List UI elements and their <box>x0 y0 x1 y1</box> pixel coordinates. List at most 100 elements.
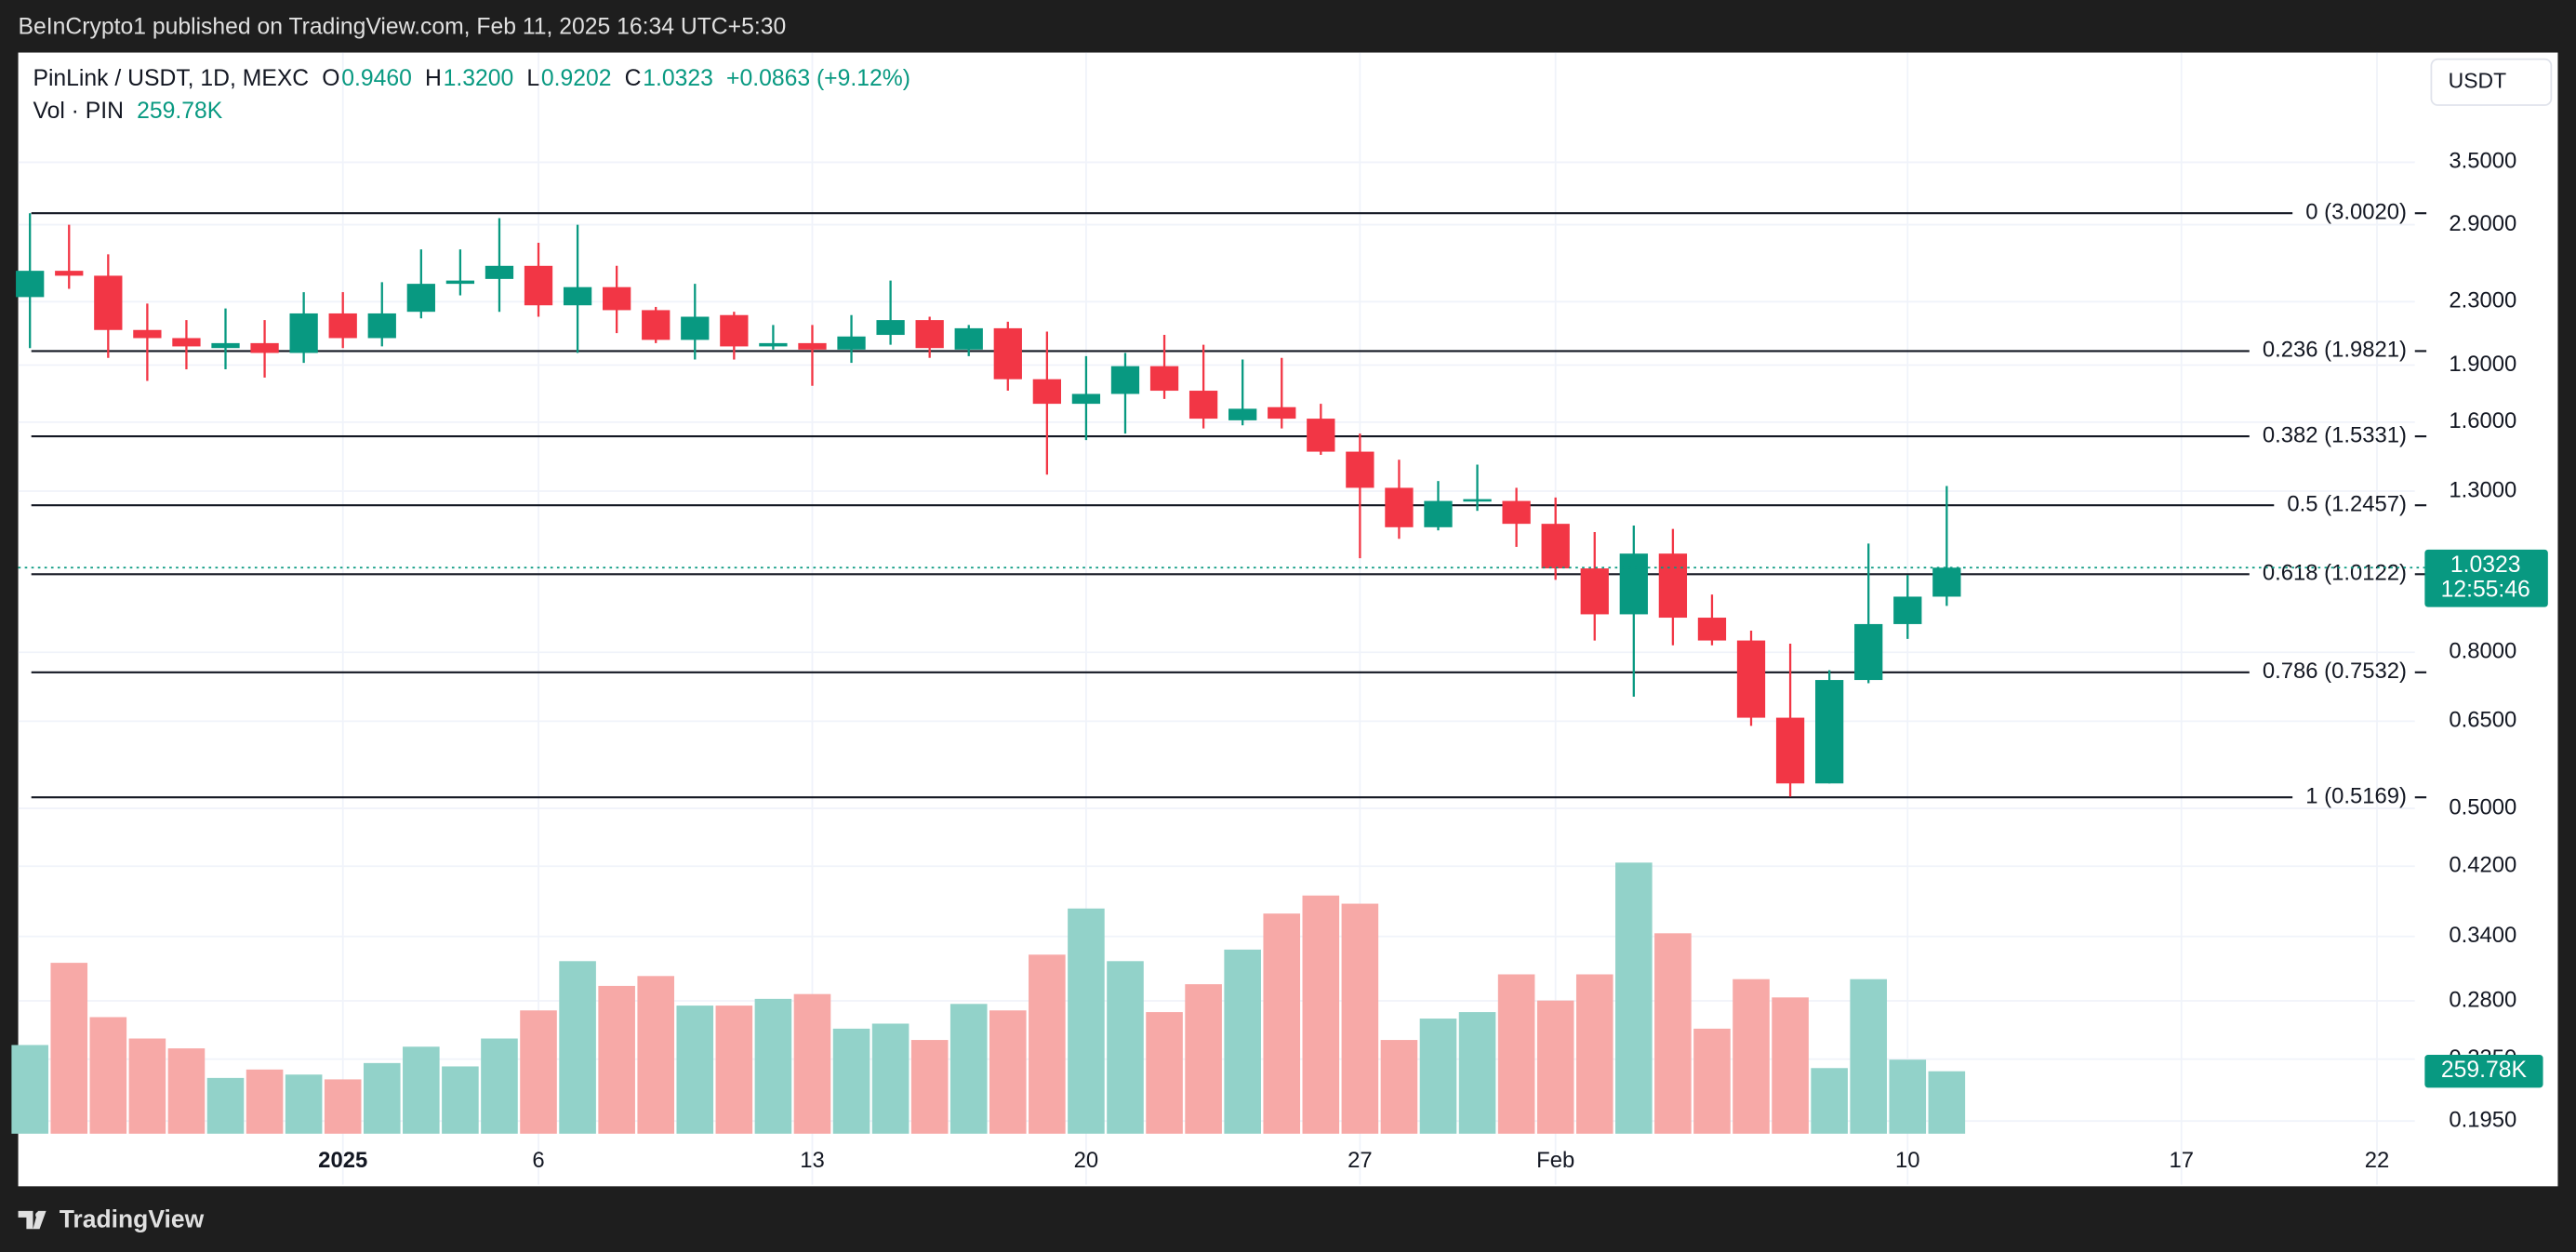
candle-body <box>1307 419 1335 452</box>
volume-bar <box>832 1028 870 1134</box>
candle-body <box>289 313 318 353</box>
currency-button[interactable] <box>2430 58 2553 106</box>
volume-bar <box>1654 933 1692 1134</box>
candle-body <box>1736 640 1766 718</box>
candle-body <box>876 320 905 336</box>
candle-body <box>1854 623 1883 681</box>
volume-bar <box>1380 1040 1418 1134</box>
price-badge-countdown: 12:55:46 <box>2441 578 2530 603</box>
publish-info: BeInCrypto1 published on TradingView.com… <box>19 15 787 40</box>
volume-bar <box>1497 974 1535 1134</box>
volume-badge-value: 259.78K <box>2441 1058 2528 1083</box>
volume-bar <box>520 1010 557 1134</box>
candle-body <box>172 338 201 347</box>
fib-label: 0.618 (1.0122) <box>2263 561 2407 586</box>
volume-bar <box>481 1038 518 1134</box>
volume-bar <box>793 993 831 1134</box>
candle-body <box>1541 524 1570 569</box>
x-tick-label: 2025 <box>318 1148 367 1173</box>
candle-body <box>1658 553 1688 619</box>
volume-bar <box>1419 1019 1457 1134</box>
volume-bar <box>676 1006 714 1134</box>
symbol: PinLink / USDT, 1D, MEXC <box>33 65 309 90</box>
x-tick-label: 22 <box>2365 1148 2390 1173</box>
y-tick-label: 0.2800 <box>2449 987 2516 1012</box>
volume-badge <box>2424 1055 2543 1088</box>
candle-body <box>1697 618 1727 641</box>
candle-body <box>1932 567 1961 597</box>
volume-bar <box>167 1048 206 1134</box>
x-tick-label: 10 <box>1895 1148 1920 1173</box>
price-badge-value: 1.0323 <box>2450 553 2521 578</box>
x-tick-label: 27 <box>1348 1148 1373 1173</box>
y-tick-label: 0.3400 <box>2449 923 2516 948</box>
fib-label: 0.786 (0.7532) <box>2263 659 2407 684</box>
ohlc-key: C <box>625 65 642 90</box>
candle-body <box>603 286 631 311</box>
volume-bar <box>1341 903 1379 1134</box>
ohlc-key: H <box>425 65 442 90</box>
volume-bar <box>1458 1012 1496 1134</box>
ohlc-key: O <box>322 65 339 90</box>
legend-volume: Vol · PIN 259.78K <box>33 99 222 124</box>
legend-main: PinLink / USDT, 1D, MEXC O 0.9460 H 1.3200 L 0… <box>33 65 910 90</box>
change: +0.0863 (+9.12%) <box>726 65 910 90</box>
y-tick-label: 0.1950 <box>2449 1107 2516 1132</box>
x-tick-label: 20 <box>1074 1148 1099 1173</box>
volume-bar <box>1146 1012 1183 1134</box>
candle-body <box>915 320 944 349</box>
volume-bar <box>754 998 792 1134</box>
candle-body <box>1110 366 1140 394</box>
y-tick-label: 1.6000 <box>2449 408 2516 433</box>
volume-bar <box>246 1069 284 1134</box>
volume-bar <box>1772 997 1809 1134</box>
volume-bar <box>1302 895 1340 1134</box>
candle-body <box>642 310 671 340</box>
candle-body <box>367 313 396 339</box>
volume-bar <box>1811 1068 1848 1134</box>
candle-body <box>524 265 553 306</box>
volume-bar <box>11 1045 48 1134</box>
candle-body <box>993 327 1022 380</box>
candle-body <box>1346 451 1374 488</box>
volume-bar <box>363 1062 401 1134</box>
y-tick-label: 0.4200 <box>2449 853 2516 878</box>
volume-bar <box>1733 979 1770 1134</box>
candle-body <box>16 271 45 298</box>
volume-bar <box>1263 913 1301 1134</box>
candle-body <box>328 313 357 339</box>
fib-label: 0.5 (1.2457) <box>2287 492 2407 517</box>
candle-body <box>1619 553 1648 615</box>
candle-body <box>798 342 827 350</box>
candle-body <box>720 314 749 347</box>
volume-bar <box>1185 984 1222 1134</box>
candle-body <box>1424 500 1453 527</box>
volume-bar <box>1693 1028 1731 1134</box>
volume-bar <box>598 985 635 1134</box>
volume-bar <box>206 1077 245 1134</box>
footer-logo <box>18 1210 46 1230</box>
volume-bar <box>285 1074 323 1134</box>
fib-label: 0.236 (1.9821) <box>2263 338 2407 363</box>
volume-bar <box>1536 1000 1574 1134</box>
candle-body <box>563 286 592 306</box>
y-tick-label: 2.9000 <box>2449 211 2516 236</box>
y-tick-label: 2.3000 <box>2449 288 2516 313</box>
candle-body <box>1149 366 1179 392</box>
volume-bar <box>442 1066 479 1134</box>
volume-bar <box>324 1079 362 1134</box>
ohlc-value: 1.0323 <box>643 65 713 90</box>
volume-bar <box>1889 1059 1927 1134</box>
volume-value: 259.78K <box>137 99 223 124</box>
volume-title: Vol · PIN <box>33 99 124 124</box>
volume-bar <box>910 1040 949 1134</box>
candle-body <box>1228 408 1257 420</box>
candle-body <box>406 284 435 313</box>
candle-body <box>211 342 240 349</box>
candle-body <box>1580 568 1609 615</box>
volume-bar <box>871 1023 910 1134</box>
candle-body <box>485 265 514 279</box>
candle-body <box>445 280 475 285</box>
